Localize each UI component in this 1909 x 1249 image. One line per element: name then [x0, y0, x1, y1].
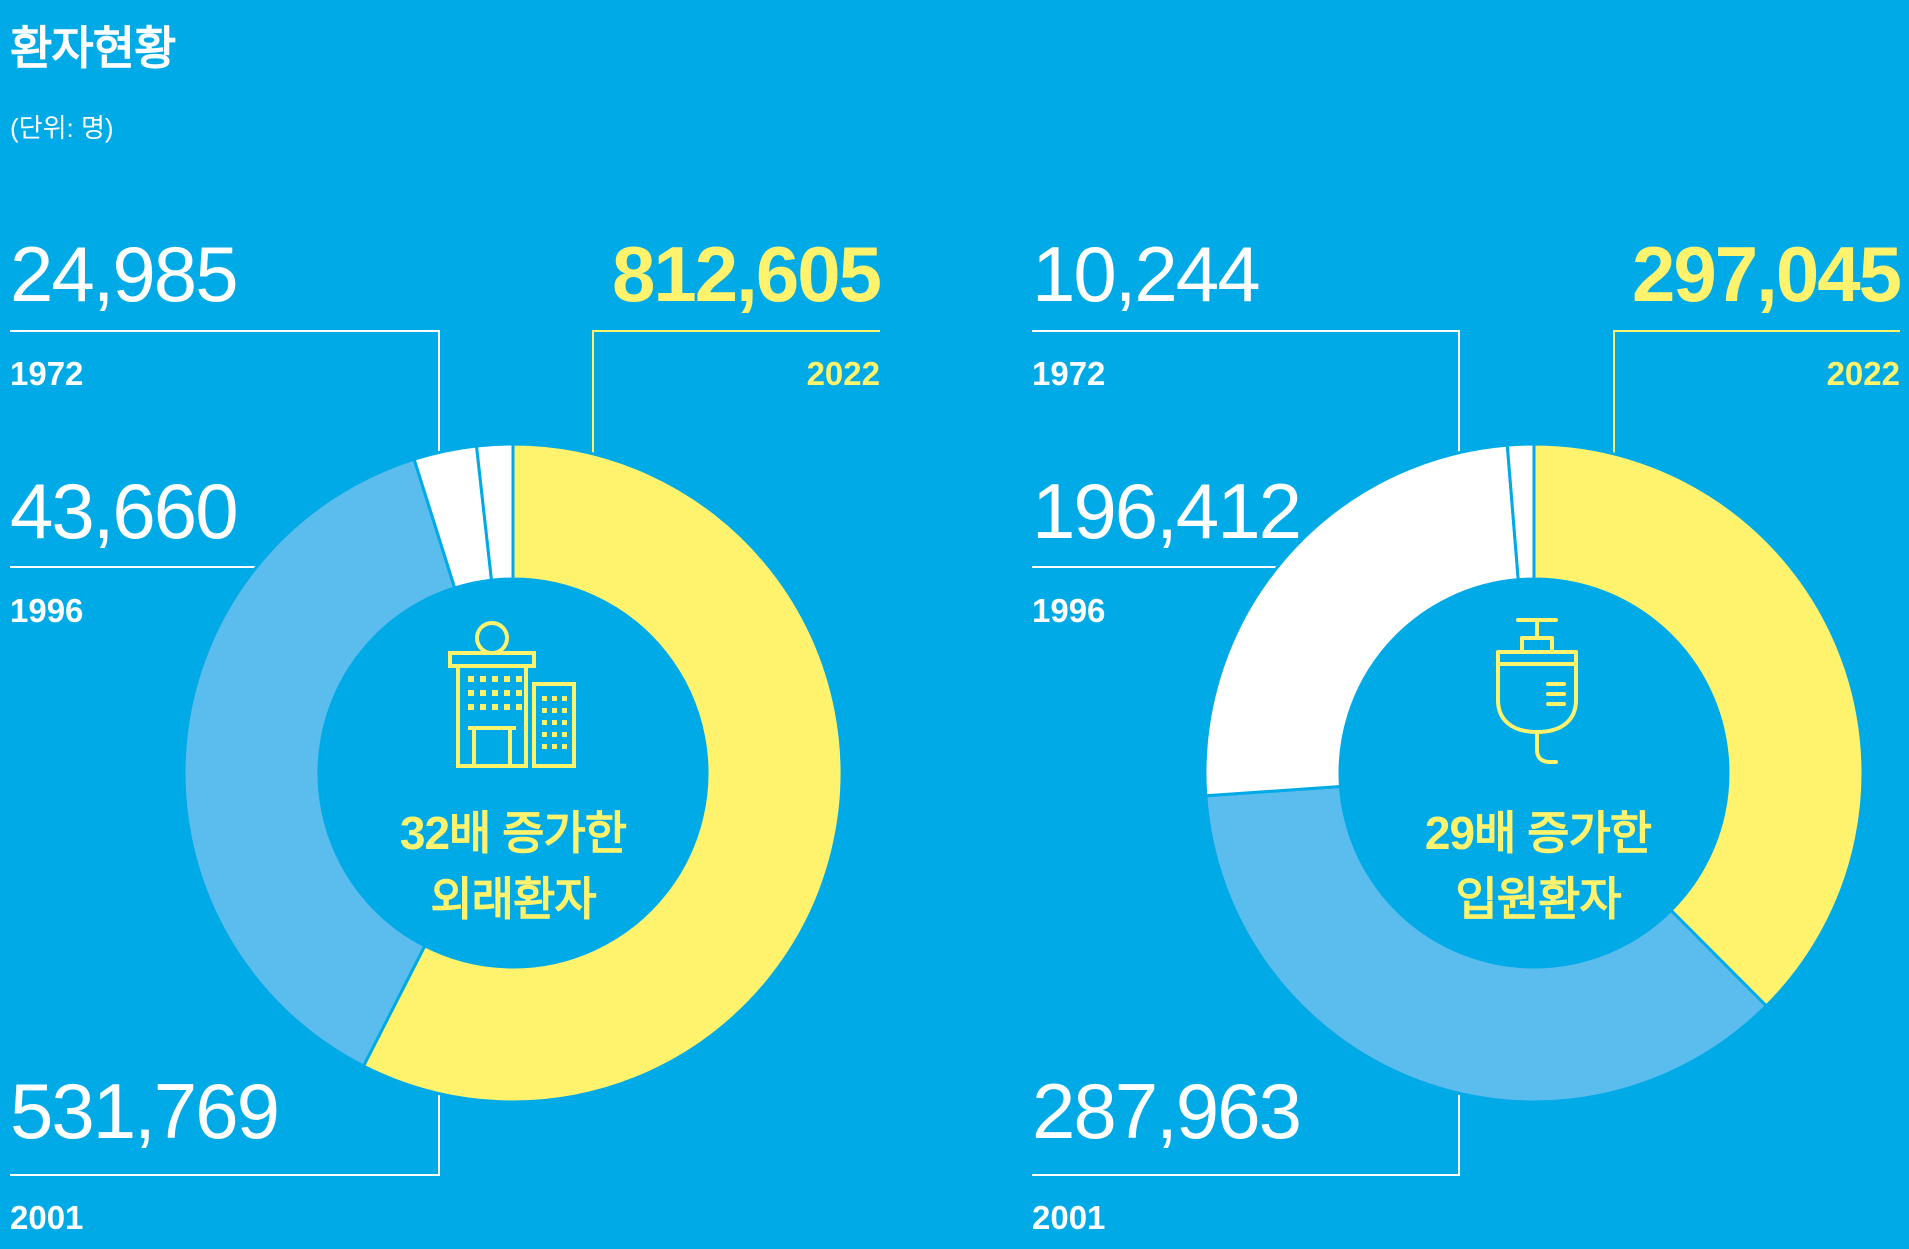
outpatient-panel: 24,985 1972 812,605 2022 43,660 1996 531… [10, 230, 882, 1236]
donut-slice-2022 [1532, 442, 1865, 1009]
hospital-building-icon [448, 621, 576, 768]
inpatient-center-label: 29배 증가한 입원환자 [1368, 800, 1708, 932]
donut-slice-1972 [474, 442, 515, 582]
page-title: 환자현황 [10, 22, 176, 74]
value-2022: 297,045 [1632, 230, 1902, 318]
leader-line-2001 [1032, 1092, 1460, 1176]
donut-slice-2022 [361, 442, 844, 1104]
donut-slice-2001 [182, 457, 457, 1069]
leader-line-2022 [1613, 330, 1900, 456]
inpatient-panel: 10,244 1972 297,045 2022 196,412 1996 28… [1022, 0, 1909, 1249]
year-2001: 2001 [10, 1199, 84, 1236]
donut-slice-2001 [1204, 784, 1769, 1104]
value-2001: 531,769 [10, 1067, 280, 1155]
outpatient-donut-chart [10, 330, 880, 1176]
value-2022: 812,605 [612, 230, 882, 318]
leader-line-1972 [1032, 330, 1460, 456]
leader-line-2001 [10, 1092, 440, 1176]
year-1996: 1996 [10, 592, 84, 629]
iv-drip-icon [1496, 618, 1578, 764]
year-1996: 1996 [1032, 592, 1106, 629]
inpatient-donut-chart [1032, 330, 1900, 1176]
center-line-2: 입원환자 [1455, 873, 1621, 925]
value-2001: 287,963 [1032, 1067, 1302, 1155]
leader-line-2022 [592, 330, 880, 456]
donut-slice-1972 [1505, 442, 1536, 582]
year-2022: 2022 [1826, 355, 1900, 392]
value-1972: 24,985 [10, 230, 239, 318]
year-1972: 1972 [10, 355, 84, 392]
donut-slice-1996 [1203, 443, 1520, 798]
value-1996: 43,660 [10, 467, 239, 555]
value-1996: 196,412 [1032, 467, 1302, 555]
year-1972: 1972 [1032, 355, 1106, 392]
center-line-1: 29배 증가한 [1424, 807, 1652, 859]
outpatient-center-label: 32배 증가한 외래환자 [343, 800, 683, 932]
center-line-2: 외래환자 [430, 873, 596, 925]
center-line-1: 32배 증가한 [399, 807, 627, 859]
leader-line-1972 [10, 330, 440, 456]
value-1972: 10,244 [1032, 230, 1261, 318]
unit-label: (단위: 명) [10, 113, 114, 143]
year-2022: 2022 [806, 355, 880, 392]
year-2001: 2001 [1032, 1199, 1106, 1236]
